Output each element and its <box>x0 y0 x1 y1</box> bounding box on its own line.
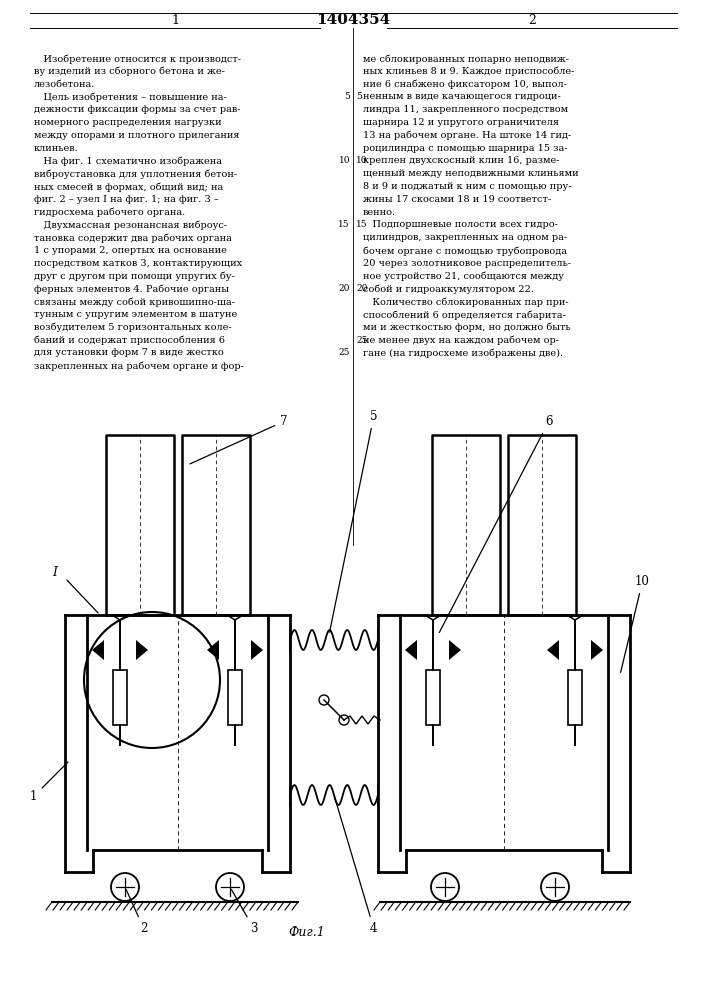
Text: 25: 25 <box>339 348 350 357</box>
Text: номерного распределения нагрузки: номерного распределения нагрузки <box>34 118 221 127</box>
Polygon shape <box>92 640 104 660</box>
Text: венно.: венно. <box>363 208 396 217</box>
Polygon shape <box>207 640 219 660</box>
Text: 5: 5 <box>344 92 350 101</box>
Text: 4: 4 <box>335 798 378 935</box>
Text: На фиг. 1 схематично изображена: На фиг. 1 схематично изображена <box>34 156 222 166</box>
Text: 13 на рабочем органе. На штоке 14 гид-: 13 на рабочем органе. На штоке 14 гид- <box>363 131 571 140</box>
Text: гане (на гидросхеме изображены две).: гане (на гидросхеме изображены две). <box>363 348 563 358</box>
Text: 2: 2 <box>126 890 147 935</box>
Text: 3: 3 <box>231 889 257 935</box>
Text: тановка содержит два рабочих органа: тановка содержит два рабочих органа <box>34 233 232 243</box>
Text: гидросхема рабочего органа.: гидросхема рабочего органа. <box>34 208 185 217</box>
Text: 1: 1 <box>171 13 179 26</box>
Text: между опорами и плотного прилегания: между опорами и плотного прилегания <box>34 131 240 140</box>
Text: 5: 5 <box>329 410 378 632</box>
Text: 1 с упорами 2, опертых на основание: 1 с упорами 2, опертых на основание <box>34 246 227 255</box>
Text: 1404354: 1404354 <box>316 13 390 27</box>
Text: баний и содержат приспособления 6: баний и содержат приспособления 6 <box>34 336 225 345</box>
Text: 6: 6 <box>439 415 552 633</box>
Text: цилиндров, закрепленных на одном ра-: цилиндров, закрепленных на одном ра- <box>363 233 567 242</box>
Polygon shape <box>547 640 559 660</box>
Text: друг с другом при помощи упругих бу-: друг с другом при помощи упругих бу- <box>34 272 235 281</box>
Text: Подпоршневые полости всех гидро-: Подпоршневые полости всех гидро- <box>363 220 558 229</box>
Bar <box>228 670 242 725</box>
Text: ние 6 снабжено фиксатором 10, выпол-: ние 6 снабжено фиксатором 10, выпол- <box>363 80 567 89</box>
Text: бочем органе с помощью трубопровода: бочем органе с помощью трубопровода <box>363 246 567 255</box>
Text: 25: 25 <box>356 336 368 345</box>
Text: 20: 20 <box>339 284 350 293</box>
Text: ное устройство 21, сообщаются между: ное устройство 21, сообщаются между <box>363 272 564 281</box>
Text: щенный между неподвижными клиньями: щенный между неподвижными клиньями <box>363 169 578 178</box>
Text: посредством катков 3, контактирующих: посредством катков 3, контактирующих <box>34 259 242 268</box>
Text: Цель изобретения – повышение на-: Цель изобретения – повышение на- <box>34 92 227 102</box>
Polygon shape <box>136 640 148 660</box>
Text: ненным в виде качающегося гидроци-: ненным в виде качающегося гидроци- <box>363 92 561 101</box>
Text: 20: 20 <box>356 284 368 293</box>
Polygon shape <box>449 640 461 660</box>
Text: Количество сблокированных пар при-: Количество сблокированных пар при- <box>363 297 568 307</box>
Text: ферных элементов 4. Рабочие органы: ферных элементов 4. Рабочие органы <box>34 284 229 294</box>
Text: 2: 2 <box>528 13 536 26</box>
Text: креплен двухскосный клин 16, разме-: креплен двухскосный клин 16, разме- <box>363 156 559 165</box>
Text: 10: 10 <box>621 575 650 672</box>
Text: дежности фиксации формы за счет рав-: дежности фиксации формы за счет рав- <box>34 105 240 114</box>
Text: линдра 11, закрепленного посредством: линдра 11, закрепленного посредством <box>363 105 568 114</box>
Text: 15: 15 <box>356 220 368 229</box>
Text: 7: 7 <box>190 415 288 464</box>
Text: роцилиндра с помощью шарнира 15 за-: роцилиндра с помощью шарнира 15 за- <box>363 144 568 153</box>
Bar <box>113 670 127 725</box>
Text: 15: 15 <box>339 220 350 229</box>
Text: жины 17 скосами 18 и 19 соответст-: жины 17 скосами 18 и 19 соответст- <box>363 195 551 204</box>
Text: собой и гидроаккумулятором 22.: собой и гидроаккумулятором 22. <box>363 284 534 294</box>
Text: ме сблокированных попарно неподвиж-: ме сблокированных попарно неподвиж- <box>363 54 569 64</box>
Polygon shape <box>405 640 417 660</box>
Text: шарнира 12 и упругого ограничителя: шарнира 12 и упругого ограничителя <box>363 118 559 127</box>
Text: 20 через золотниковое распределитель-: 20 через золотниковое распределитель- <box>363 259 571 268</box>
Text: лезобетона.: лезобетона. <box>34 80 95 89</box>
Text: закрепленных на рабочем органе и фор-: закрепленных на рабочем органе и фор- <box>34 361 244 371</box>
Text: не менее двух на каждом рабочем ор-: не менее двух на каждом рабочем ор- <box>363 336 559 345</box>
Bar <box>426 670 440 725</box>
Text: способлений 6 определяется габарита-: способлений 6 определяется габарита- <box>363 310 566 320</box>
Text: возбудителем 5 горизонтальных коле-: возбудителем 5 горизонтальных коле- <box>34 323 232 332</box>
Text: для установки форм 7 в виде жестко: для установки форм 7 в виде жестко <box>34 348 223 357</box>
Text: 1: 1 <box>30 762 68 803</box>
Polygon shape <box>591 640 603 660</box>
Text: 8 и 9 и поджатый к ним с помощью пру-: 8 и 9 и поджатый к ним с помощью пру- <box>363 182 571 191</box>
Text: тунным с упругим элементом в шатуне: тунным с упругим элементом в шатуне <box>34 310 238 319</box>
Text: 5: 5 <box>356 92 362 101</box>
Text: Двухмассная резонансная виброус-: Двухмассная резонансная виброус- <box>34 220 227 230</box>
Bar <box>568 670 582 725</box>
Text: фиг. 2 – узел I на фиг. 1; на фиг. 3 –: фиг. 2 – узел I на фиг. 1; на фиг. 3 – <box>34 195 218 204</box>
Text: 10: 10 <box>339 156 350 165</box>
Text: I: I <box>52 566 57 578</box>
Text: ву изделий из сборного бетона и же-: ву изделий из сборного бетона и же- <box>34 67 225 76</box>
Text: ми и жесткостью форм, но должно быть: ми и жесткостью форм, но должно быть <box>363 323 571 332</box>
Text: 10: 10 <box>356 156 368 165</box>
Text: виброустановка для уплотнения бетон-: виброустановка для уплотнения бетон- <box>34 169 237 179</box>
Text: клиньев.: клиньев. <box>34 144 78 153</box>
Text: связаны между собой кривошипно-ша-: связаны между собой кривошипно-ша- <box>34 297 235 307</box>
Text: Изобретение относится к производст-: Изобретение относится к производст- <box>34 54 241 64</box>
Text: Фиг.1: Фиг.1 <box>288 926 325 938</box>
Text: ных клиньев 8 и 9. Каждое приспособле-: ных клиньев 8 и 9. Каждое приспособле- <box>363 67 574 76</box>
Text: ных смесей в формах, общий вид; на: ных смесей в формах, общий вид; на <box>34 182 223 192</box>
Polygon shape <box>251 640 263 660</box>
